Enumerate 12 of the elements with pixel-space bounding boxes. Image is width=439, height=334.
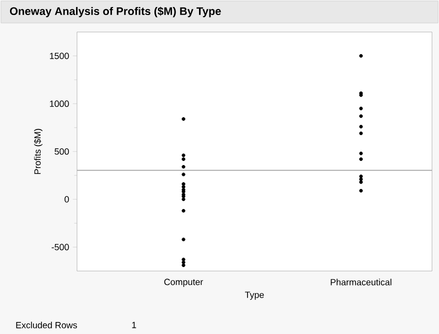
x-axis-title: Type bbox=[244, 292, 264, 300]
y-tick-label: 500 bbox=[54, 148, 69, 155]
y-axis-title: Profits ($M) bbox=[34, 128, 42, 174]
x-tick-label: Computer bbox=[164, 278, 204, 287]
y-tick-label: 1000 bbox=[50, 100, 69, 107]
y-tick-label: -500 bbox=[52, 244, 69, 250]
x-tick-label: Pharmaceutical bbox=[330, 278, 392, 286]
y-tick-label: 1500 bbox=[50, 52, 69, 60]
chart-title: Oneway Analysis of Profits ($M) By Type bbox=[10, 6, 221, 18]
y-tick-label: 0 bbox=[64, 196, 69, 202]
text: 1 bbox=[132, 322, 136, 328]
text: Excluded Rows bbox=[16, 322, 77, 328]
